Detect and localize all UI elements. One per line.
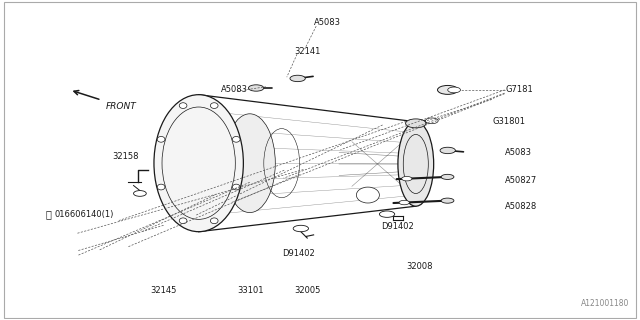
- Ellipse shape: [134, 191, 147, 196]
- Text: 32141: 32141: [294, 47, 321, 56]
- Ellipse shape: [157, 184, 165, 190]
- Text: Ⓑ: Ⓑ: [46, 209, 52, 219]
- Ellipse shape: [293, 225, 308, 232]
- Text: D91402: D91402: [381, 222, 413, 231]
- Ellipse shape: [398, 122, 434, 206]
- Text: A121001180: A121001180: [581, 299, 630, 308]
- Ellipse shape: [157, 136, 165, 142]
- Text: G7181: G7181: [505, 85, 533, 94]
- Text: D91402: D91402: [282, 250, 314, 259]
- Text: A5083: A5083: [221, 85, 248, 94]
- Text: 33101: 33101: [237, 286, 264, 295]
- Ellipse shape: [448, 87, 461, 93]
- Ellipse shape: [290, 75, 305, 82]
- Ellipse shape: [356, 187, 380, 203]
- Ellipse shape: [232, 184, 240, 190]
- Text: FRONT: FRONT: [106, 102, 137, 111]
- Ellipse shape: [232, 136, 240, 142]
- Ellipse shape: [440, 147, 456, 154]
- Ellipse shape: [399, 200, 410, 205]
- Text: 32145: 32145: [151, 286, 177, 295]
- Text: G31801: G31801: [492, 117, 525, 126]
- Text: 32158: 32158: [113, 152, 139, 161]
- Ellipse shape: [406, 119, 426, 128]
- Text: 016606140(1): 016606140(1): [55, 210, 115, 219]
- Ellipse shape: [441, 174, 454, 180]
- Text: A5083: A5083: [505, 148, 532, 156]
- Ellipse shape: [438, 85, 458, 94]
- Ellipse shape: [179, 218, 187, 224]
- Text: A5083: A5083: [314, 19, 340, 28]
- Text: A50827: A50827: [505, 176, 538, 185]
- Ellipse shape: [179, 103, 187, 108]
- Ellipse shape: [441, 198, 454, 203]
- Ellipse shape: [211, 103, 218, 108]
- Text: 32005: 32005: [294, 286, 321, 295]
- Ellipse shape: [380, 211, 395, 217]
- Ellipse shape: [211, 218, 218, 224]
- Ellipse shape: [224, 114, 275, 212]
- Ellipse shape: [426, 118, 438, 124]
- Ellipse shape: [154, 95, 243, 232]
- Text: 32008: 32008: [406, 262, 433, 271]
- Text: A50828: A50828: [505, 202, 538, 211]
- Ellipse shape: [248, 85, 264, 91]
- Ellipse shape: [402, 176, 412, 181]
